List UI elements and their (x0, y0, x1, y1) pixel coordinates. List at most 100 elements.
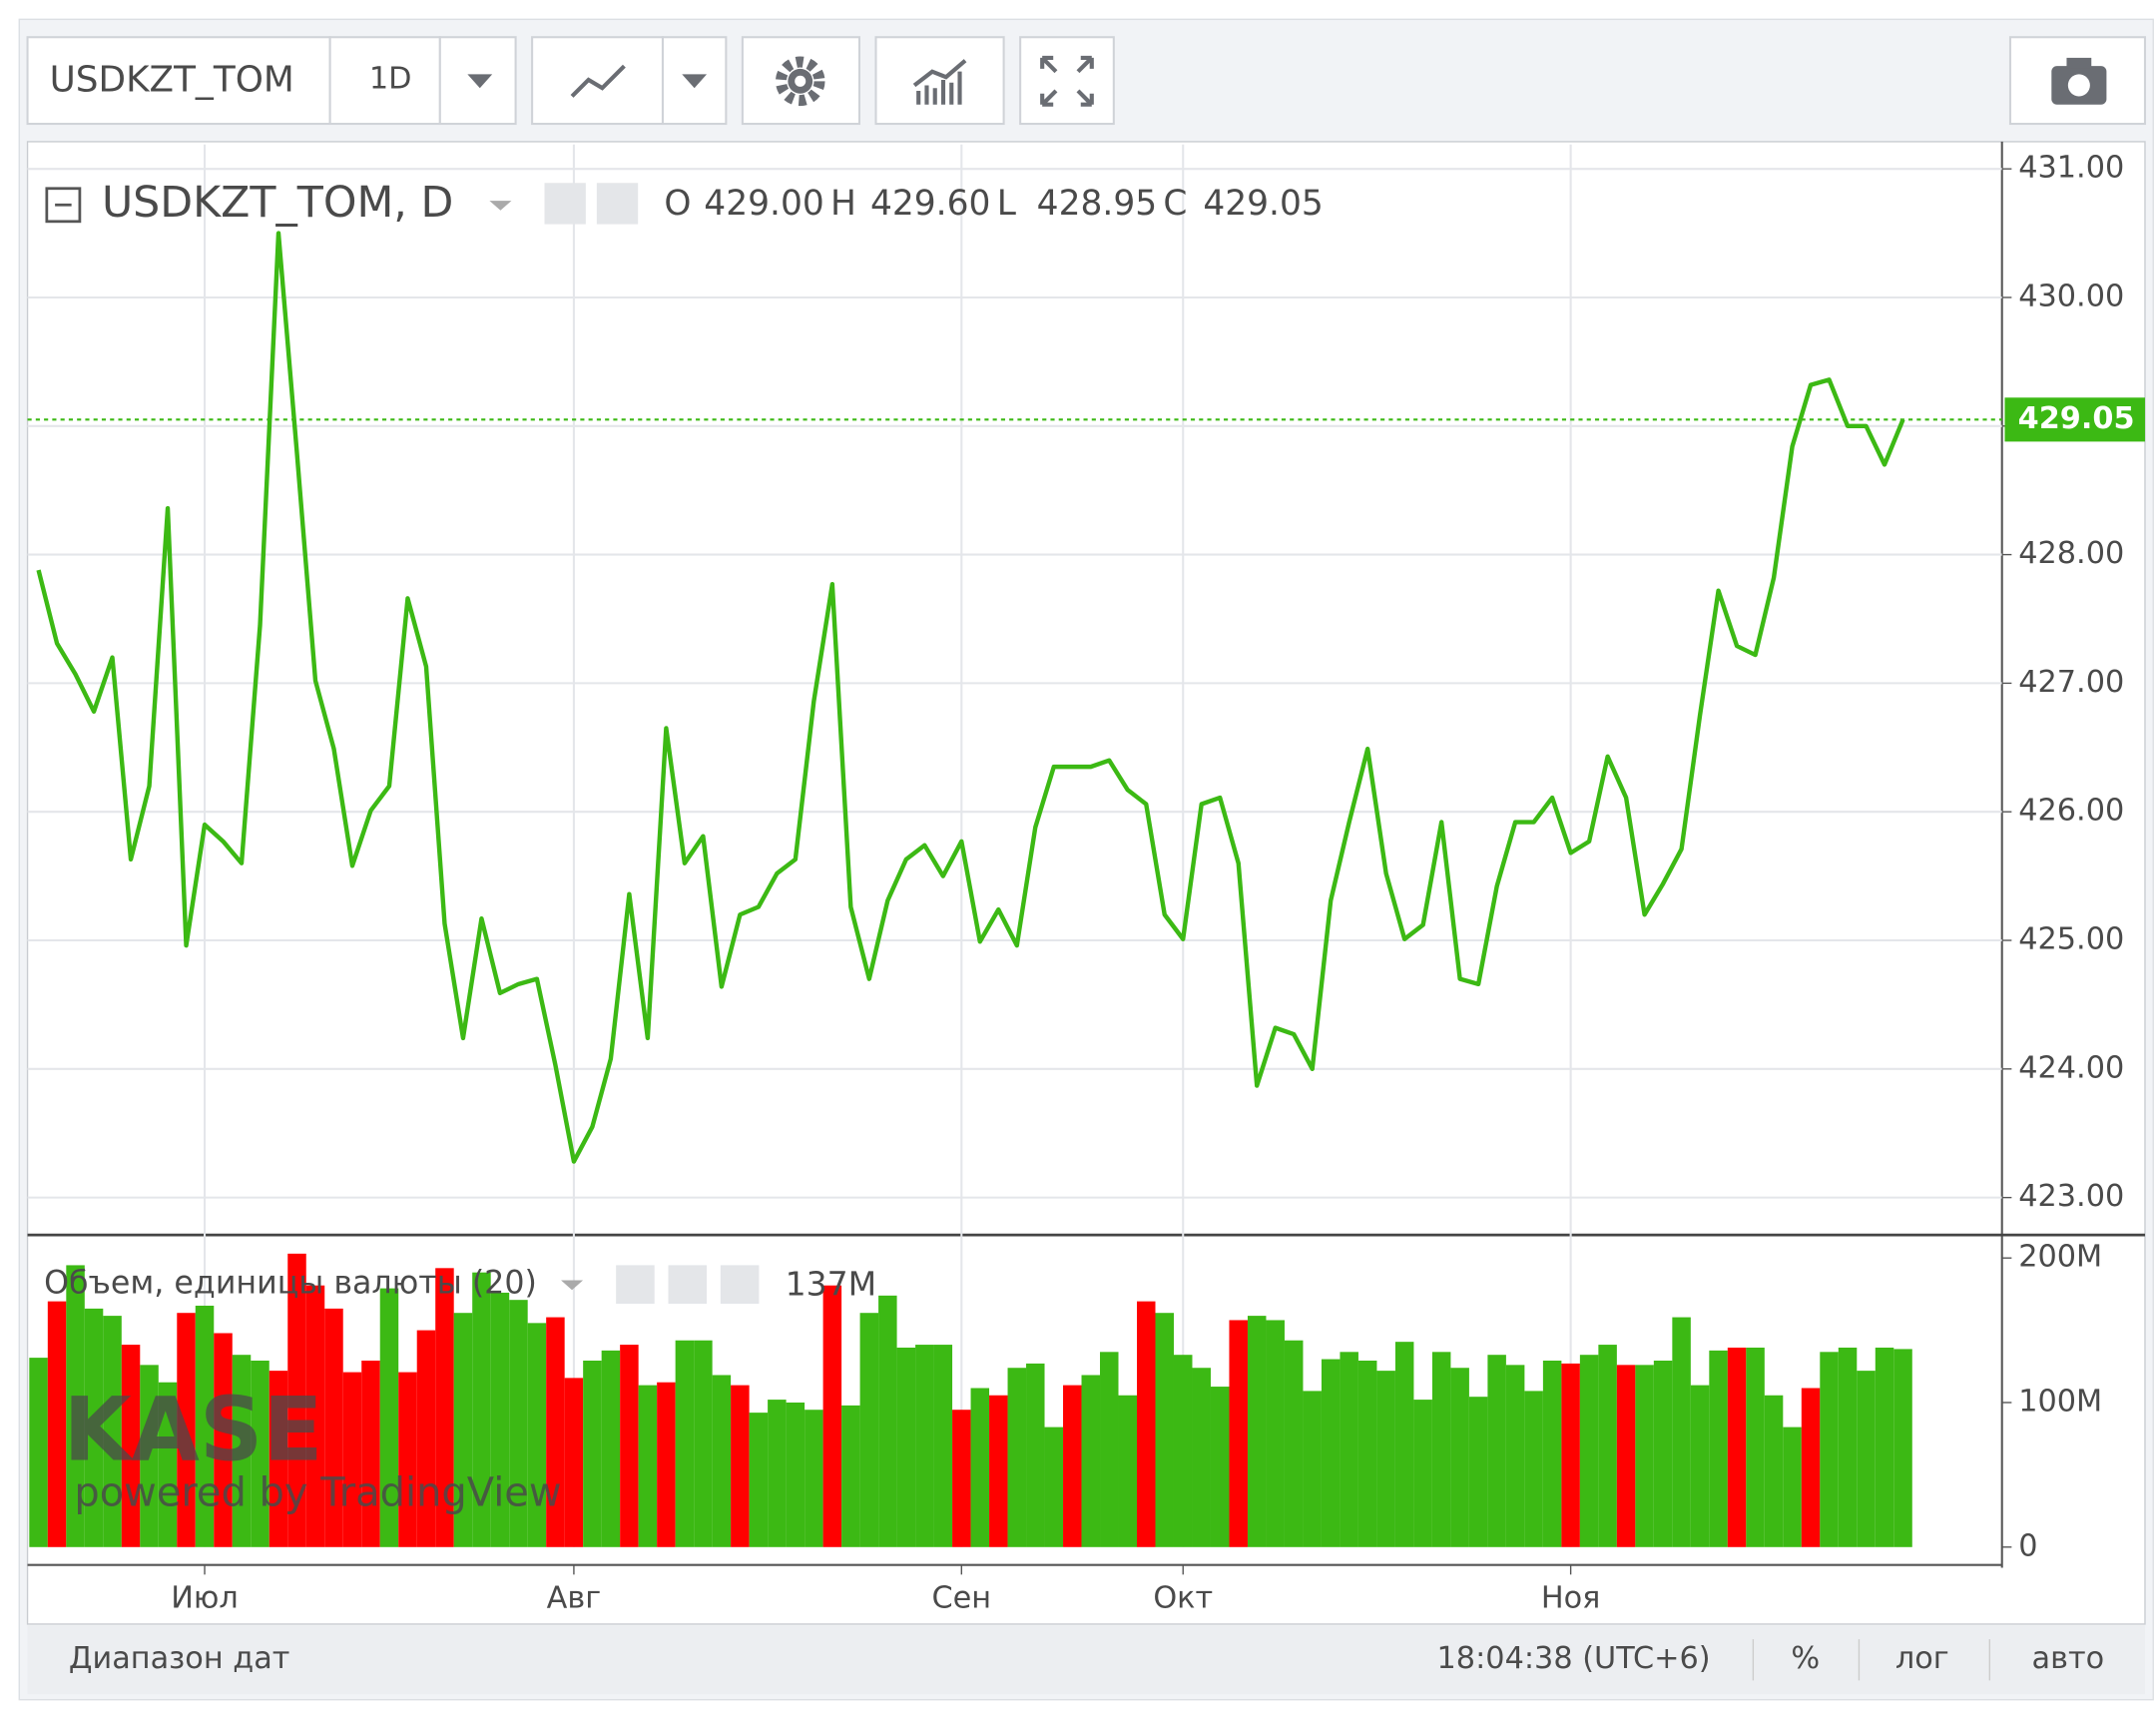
volume-bar (896, 1347, 916, 1547)
volume-bar (177, 1313, 196, 1547)
volume-bar (1100, 1352, 1119, 1547)
grid: Июл Авг Сен Окт Ноя 423.00 424.00 425.00 426.00 4… (27, 144, 2124, 1616)
y-tick-label: 424.00 (2018, 1050, 2124, 1085)
volume-bar (1505, 1365, 1525, 1547)
volume-bar (1284, 1340, 1304, 1547)
fullscreen-button[interactable] (1019, 36, 1115, 126)
volume-bar (1764, 1395, 1784, 1547)
volume-bar (251, 1360, 270, 1547)
settings-icon[interactable] (596, 183, 639, 225)
volume-bar (1598, 1345, 1617, 1547)
log-toggle[interactable]: лог (1895, 1641, 1949, 1676)
volume-bar (989, 1395, 1008, 1547)
dropdown-arrow (489, 201, 512, 211)
volume-bar (1820, 1352, 1839, 1547)
volume-bar (1579, 1355, 1599, 1547)
auto-toggle[interactable]: авто (2032, 1641, 2105, 1676)
volume-bar (1838, 1347, 1858, 1547)
x-tick-label: Сен (931, 1581, 991, 1616)
chart-style-button[interactable] (531, 36, 665, 126)
volume-bar (1468, 1397, 1488, 1547)
volume-bar (398, 1372, 417, 1547)
volume-bar (269, 1371, 288, 1547)
camera-icon (2066, 57, 2092, 69)
volume-bar (546, 1317, 565, 1547)
volume-bar (232, 1355, 252, 1547)
series-title: USDKZT_TOM, D (102, 178, 453, 228)
x-tick-label: Авг (547, 1581, 602, 1616)
symbol-text: USDKZT_TOM (50, 59, 294, 100)
volume-bar (1303, 1391, 1322, 1547)
plots: 429.05 (27, 231, 2145, 1547)
remove-icon[interactable] (720, 1265, 760, 1304)
volume-bar (416, 1330, 436, 1547)
volume-bar (1357, 1360, 1377, 1547)
ohlc-value: 429.60 (870, 184, 990, 224)
volume-bar (1431, 1352, 1451, 1547)
last-price-badge (2004, 397, 2145, 442)
y-tick-label: 200M (2018, 1240, 2102, 1275)
volume-bar (66, 1265, 85, 1547)
interval-button[interactable] (328, 36, 441, 126)
volume-bar (564, 1378, 584, 1547)
volume-bar (1783, 1427, 1802, 1547)
volume-bar (1007, 1368, 1027, 1547)
volume-bar (1026, 1363, 1045, 1547)
volume-bar (1727, 1347, 1747, 1547)
settings-icon[interactable] (668, 1265, 708, 1304)
volume-bar (1155, 1313, 1174, 1547)
y-tick-label: 423.00 (2018, 1179, 2124, 1214)
eye-icon[interactable] (616, 1265, 655, 1304)
volume-bar (342, 1372, 362, 1547)
volume-bar (1875, 1347, 1894, 1547)
line-style-icon (570, 64, 626, 98)
volume-bar (1247, 1316, 1267, 1547)
volume-bar (933, 1345, 953, 1547)
volume-bar (675, 1340, 695, 1547)
volume-bar (103, 1316, 122, 1547)
dropdown-arrow (561, 1280, 584, 1291)
volume-bar (1616, 1365, 1636, 1547)
volume-bar (47, 1301, 67, 1547)
volume-bar (786, 1402, 806, 1547)
volume-bar (1561, 1363, 1580, 1547)
volume-bar (1210, 1387, 1230, 1547)
volume-bar (158, 1382, 178, 1547)
volume-bar (1081, 1375, 1101, 1547)
volume-bar (915, 1345, 934, 1547)
volume-bar (638, 1385, 658, 1547)
volume-bar (1173, 1355, 1193, 1547)
eye-icon[interactable] (544, 183, 586, 225)
watermark-logo: KASE (63, 1379, 322, 1481)
volume-title: Объем, единицы валюты (20) (44, 1266, 537, 1302)
clock: 18:04:38 (UTC+6) (1437, 1641, 1711, 1676)
volume-bar (140, 1365, 159, 1547)
x-tick-label: Ноя (1541, 1581, 1601, 1616)
volume-bar (1487, 1355, 1506, 1547)
volume-bar (1672, 1317, 1691, 1547)
volume-bar (1137, 1301, 1156, 1547)
volume-bar (601, 1350, 621, 1547)
volume-bar (841, 1405, 860, 1547)
date-range[interactable]: Диапазон дат (69, 1641, 290, 1676)
volume-bar (1635, 1365, 1654, 1547)
y-tick-label: 425.00 (2018, 922, 2124, 957)
ohlc-key: H (830, 184, 856, 224)
volume-bar (1746, 1347, 1765, 1547)
percent-toggle[interactable]: % (1791, 1641, 1820, 1676)
symbol-button[interactable] (26, 36, 331, 126)
volume-bar (29, 1358, 48, 1547)
volume-bar (1229, 1320, 1248, 1547)
gear-icon (795, 75, 807, 87)
collapse-icon[interactable] (45, 187, 82, 224)
volume-bar (694, 1340, 713, 1547)
volume-bar (361, 1360, 380, 1547)
indicators-button[interactable] (874, 36, 1005, 126)
volume-bar (749, 1413, 769, 1547)
volume-bar (712, 1375, 732, 1547)
volume-bar (1192, 1368, 1211, 1547)
volume-bar (1340, 1352, 1358, 1547)
volume-bar (859, 1313, 879, 1547)
indicators-icon (912, 59, 967, 105)
